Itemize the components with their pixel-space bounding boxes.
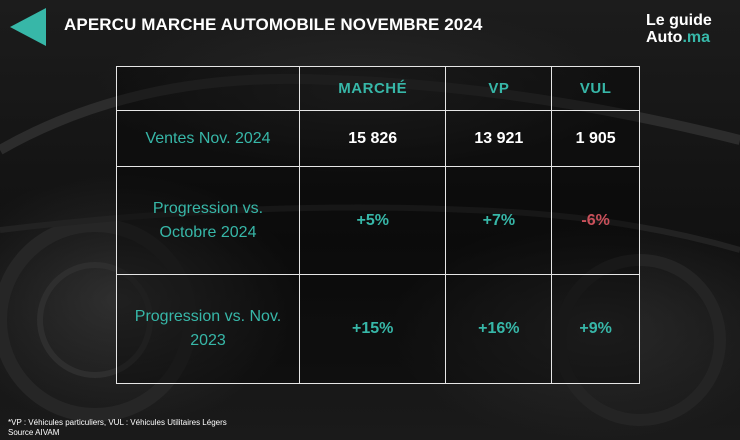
cell-ventes-vul: 1 905 bbox=[551, 110, 640, 167]
market-overview-table: MARCHÉ VP VUL Ventes Nov. 2024 15 826 13… bbox=[116, 65, 640, 384]
cell-prog-oct-marche: +5% bbox=[298, 165, 447, 276]
logo-line2-main: Auto bbox=[646, 29, 683, 46]
row-label-progression-octobre: Progression vs. Octobre 2024 bbox=[116, 165, 300, 276]
column-header-vul: VUL bbox=[551, 65, 640, 112]
cell-prog-nov-marche: +15% bbox=[298, 274, 447, 384]
row-label-ventes: Ventes Nov. 2024 bbox=[116, 110, 300, 167]
table-row: Progression vs. Nov. 2023 +15% +16% +9% bbox=[116, 274, 640, 384]
column-header-marche: MARCHÉ bbox=[298, 65, 447, 112]
page-title: APERCU MARCHE AUTOMOBILE NOVEMBRE 2024 bbox=[64, 15, 483, 34]
play-triangle-icon bbox=[10, 8, 46, 46]
table-corner-cell bbox=[116, 65, 300, 112]
footnote-definitions: *VP : Véhicules particuliers, VUL : Véhi… bbox=[8, 418, 227, 427]
logo-line1: Le guide bbox=[646, 12, 712, 29]
logo-line2-accent: .ma bbox=[682, 29, 711, 46]
cell-ventes-vp: 13 921 bbox=[445, 110, 553, 167]
column-header-vp: VP bbox=[445, 65, 553, 112]
footnote: *VP : Véhicules particuliers, VUL : Véhi… bbox=[8, 418, 227, 438]
table-header-row: MARCHÉ VP VUL bbox=[116, 65, 640, 112]
cell-prog-nov-vp: +16% bbox=[445, 274, 553, 384]
row-label-progression-nov2023: Progression vs. Nov. 2023 bbox=[116, 274, 300, 384]
footnote-source: Source AIVAM bbox=[8, 428, 60, 437]
cell-ventes-marche: 15 826 bbox=[298, 110, 447, 167]
logo-line2: Auto.ma bbox=[646, 29, 726, 46]
cell-prog-nov-vul: +9% bbox=[551, 274, 640, 384]
cell-prog-oct-vp: +7% bbox=[445, 165, 553, 276]
table-row: Ventes Nov. 2024 15 826 13 921 1 905 bbox=[116, 110, 640, 167]
cell-prog-oct-vul: -6% bbox=[551, 165, 640, 276]
table-row: Progression vs. Octobre 2024 +5% +7% -6% bbox=[116, 165, 640, 276]
le-guide-auto-logo: Le guide Auto.ma bbox=[646, 12, 726, 46]
